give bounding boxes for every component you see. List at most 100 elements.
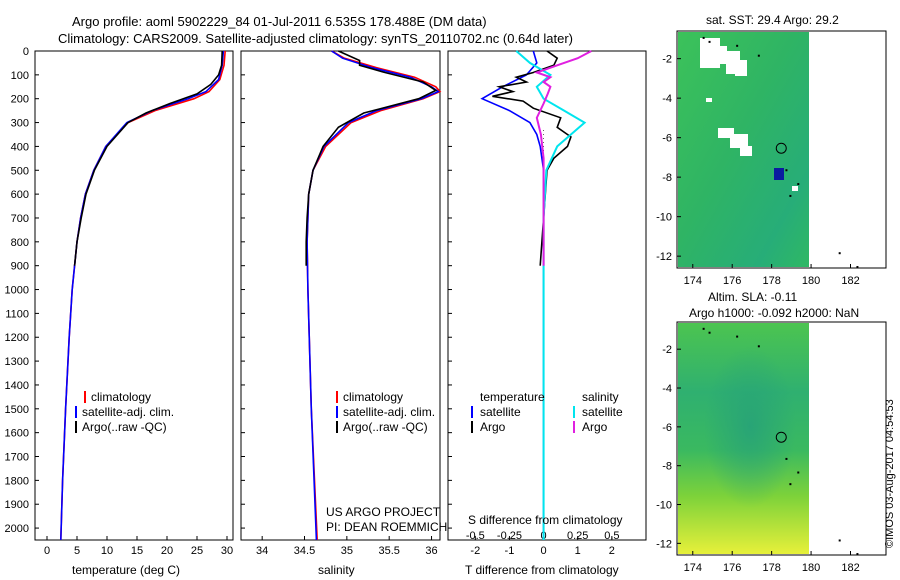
sla-lon-label: 178 — [762, 562, 780, 574]
temperature-tick-label: 5 — [74, 545, 80, 557]
sst-cloud-mask — [700, 38, 798, 191]
tdiff-argo-line — [492, 50, 572, 266]
sla-lon-label: 176 — [723, 562, 741, 574]
temperature-tick-label: 0 — [44, 545, 50, 557]
depth-tick-label: 200 — [11, 94, 29, 106]
tdiff-tick-label: 1 — [575, 545, 581, 557]
legend-s-argo: Argo — [582, 420, 608, 434]
depth-tick-label: 1300 — [5, 356, 29, 368]
salinity-tick-label: 36 — [425, 545, 437, 557]
difference-legend: temperature satellite Argo salinity sate… — [471, 390, 623, 434]
title-line-2: Climatology: CARS2009. Satellite-adjuste… — [58, 31, 573, 46]
sst-island — [856, 266, 859, 269]
depth-tick-label: 1100 — [5, 308, 29, 320]
temperature-tick-label: 25 — [191, 545, 203, 557]
pi-label: PI: DEAN ROEMMICH — [326, 520, 447, 534]
sdiff-tick-label: -0.5 — [466, 530, 485, 542]
s-diff-label: S difference from climatology — [468, 513, 623, 527]
depth-tick-label: 1900 — [5, 499, 29, 511]
depth-tick-label: 800 — [11, 237, 29, 249]
sst-island — [797, 183, 800, 186]
sst-island — [789, 194, 792, 197]
salinity-argo-line — [305, 50, 438, 266]
legend-temperature-title: temperature — [480, 390, 545, 404]
sla-lat-label: -6 — [662, 422, 672, 434]
temperature-tick-label: 20 — [161, 545, 173, 557]
depth-tick-label: 1400 — [5, 380, 29, 392]
temperature-legend: climatology satellite-adj. clim. Argo(..… — [75, 390, 174, 434]
sla-lon-label: 174 — [684, 562, 702, 574]
sst-lat-label: -8 — [662, 172, 672, 184]
sst-lon-label: 174 — [684, 275, 702, 287]
legend-satellite-2: satellite-adj. clim. — [343, 405, 435, 419]
sst-lat-label: -12 — [656, 251, 672, 263]
salinity-tick-label: 34.5 — [294, 545, 315, 557]
tdiff-tick-label: -2 — [470, 545, 480, 557]
salinity-x-axis: 34 34.5 35 35.5 36 — [256, 536, 438, 557]
sla-lat-label: -2 — [662, 344, 672, 356]
sdiff-tick-label: 0.5 — [604, 530, 619, 542]
sst-island — [702, 36, 705, 39]
sst-lat-label: -2 — [662, 54, 672, 66]
depth-tick-label: 2000 — [5, 523, 29, 535]
title-line-1: Argo profile: aoml 5902229_84 01-Jul-201… — [72, 14, 487, 29]
temperature-tick-label: 15 — [131, 545, 143, 557]
sla-lat-label: -4 — [662, 383, 672, 395]
depth-tick-label: 1200 — [5, 332, 29, 344]
sst-argo-marker — [775, 142, 787, 154]
salinity-panel — [240, 50, 441, 541]
temperature-argo-line — [73, 50, 223, 266]
sst-island — [736, 44, 739, 47]
sla-lon-label: 180 — [802, 562, 820, 574]
sst-island — [708, 40, 711, 43]
salinity-tick-label: 34 — [256, 545, 268, 557]
sla-map-subtitle: Argo h1000: -0.092 h2000: NaN — [689, 306, 859, 320]
sla-lat-label: -12 — [656, 538, 672, 550]
temperature-tick-label: 30 — [221, 545, 233, 557]
legend-argo-2: Argo(..raw -QC) — [343, 420, 428, 434]
sdiff-tick-label: -0.25 — [497, 530, 522, 542]
depth-tick-label: 900 — [11, 261, 29, 273]
sla-map-axes: 174 176 178 180 182 -2 -4 -6 -8 -10 -12 — [656, 344, 860, 574]
t-diff-label: T difference from climatology — [465, 563, 619, 577]
difference-lines — [480, 50, 592, 540]
sla-argo-marker — [775, 431, 787, 443]
legend-t-satellite: satellite — [480, 405, 521, 419]
legend-argo: Argo(..raw -QC) — [82, 420, 167, 434]
sst-map-title: sat. SST: 29.4 Argo: 29.2 — [706, 13, 839, 27]
sst-argo-pixel — [774, 168, 784, 180]
legend-salinity-title: salinity — [582, 390, 619, 404]
sst-lon-label: 182 — [841, 275, 859, 287]
project-label: US ARGO PROJECT — [326, 505, 441, 519]
depth-tick-label: 600 — [11, 189, 29, 201]
temperature-lines — [60, 50, 226, 541]
legend-t-argo: Argo — [480, 420, 506, 434]
sla-island — [785, 457, 788, 460]
imos-stamp: ©IMOS 03-Aug-2017 04:54:53 — [884, 399, 896, 548]
temperature-x-axis: 0 5 10 15 20 25 30 — [44, 536, 233, 557]
legend-satellite: satellite-adj. clim. — [82, 405, 174, 419]
depth-tick-label: 1000 — [5, 285, 29, 297]
sla-coastline — [702, 327, 859, 556]
sst-map-axes: 174 176 178 180 182 -2 -4 -6 -8 -10 -12 — [656, 54, 860, 287]
depth-tick-label: 1500 — [5, 404, 29, 416]
sdiff-argo-line — [533, 50, 592, 266]
sla-lon-label: 182 — [841, 562, 859, 574]
depth-tick-label: 1600 — [5, 428, 29, 440]
sst-lon-label: 176 — [723, 275, 741, 287]
sla-eddy — [678, 323, 809, 554]
sst-island — [757, 54, 760, 57]
sla-island — [757, 345, 760, 348]
sla-map-title: Altim. SLA: -0.11 — [708, 290, 797, 304]
depth-tick-label: 700 — [11, 213, 29, 225]
temperature-xlabel: temperature (deg C) — [72, 563, 180, 577]
sst-coastline — [702, 36, 859, 269]
sst-lat-label: -10 — [656, 212, 672, 224]
depth-tick-label: 1700 — [5, 452, 29, 464]
depth-tick-label: 400 — [11, 141, 29, 153]
sla-island — [702, 327, 705, 330]
depth-tick-label: 300 — [11, 118, 29, 130]
sla-island — [736, 335, 739, 338]
sdiff-tick-label: 0.25 — [567, 530, 588, 542]
